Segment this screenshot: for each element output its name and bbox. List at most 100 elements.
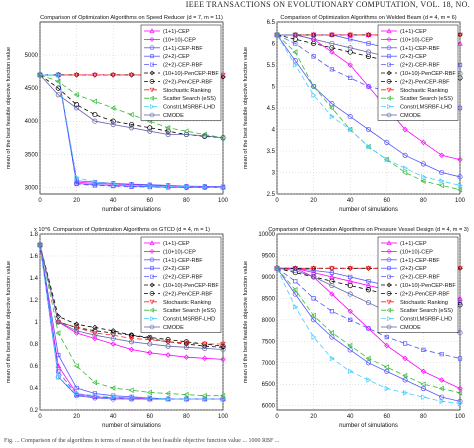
legend-label: (2+2)-CEP-RBF (163, 275, 203, 281)
data-point (310, 83, 316, 90)
data-point (37, 72, 43, 78)
data-point (329, 49, 335, 55)
y-tick-label: 8500 (262, 296, 276, 302)
data-point (128, 387, 134, 393)
data-point (457, 330, 463, 336)
data-point (311, 40, 317, 47)
y-tick-label: 1.4 (30, 276, 39, 282)
data-point (73, 325, 80, 331)
data-point (347, 347, 353, 353)
legend-marker (387, 104, 392, 110)
y-tick-label: 3500 (25, 152, 39, 158)
x-axis-label: number of simulations (102, 207, 161, 213)
data-point (365, 300, 372, 306)
x-tick-label: 0 (275, 198, 279, 204)
legend-label: (10+10)-PenCEP-RBF (400, 283, 456, 289)
data-point (402, 152, 408, 158)
data-point (220, 356, 226, 363)
data-point (74, 393, 80, 399)
x-tick-label: 80 (420, 414, 427, 420)
chart-title: Comparison of Optimization Algorithms on… (268, 227, 469, 233)
legend-marker (149, 28, 155, 33)
legend-label: Scatter Search (eSS) (400, 96, 453, 102)
series-line (276, 34, 461, 186)
chart-pressure-vessel: Comparison of Optimization Algorithms on… (243, 227, 469, 429)
legend-label: Stochastic Ranking (400, 88, 448, 94)
data-point (183, 340, 190, 346)
data-point (147, 337, 153, 343)
data-point (147, 395, 153, 401)
data-point (220, 72, 226, 78)
data-point (220, 341, 226, 347)
data-point (165, 396, 172, 402)
data-point (274, 32, 280, 38)
data-point (201, 341, 208, 347)
data-point (202, 184, 208, 190)
data-point (421, 347, 426, 353)
data-point (402, 126, 408, 133)
data-point (457, 156, 463, 163)
legend-label: (2+2)-CEP-RBF (400, 275, 440, 281)
data-point (202, 345, 208, 351)
data-point (92, 324, 98, 331)
data-point (457, 400, 463, 407)
legend-label: Scatter Search (eSS) (163, 96, 216, 102)
y-tick-label: 5000 (25, 53, 39, 59)
data-point (110, 182, 116, 188)
data-point (74, 180, 80, 186)
data-point (384, 368, 390, 374)
data-point (457, 390, 463, 396)
data-point (147, 341, 153, 347)
data-point (439, 398, 445, 405)
data-point (348, 75, 353, 81)
data-point (183, 391, 189, 398)
data-point (347, 32, 353, 38)
data-point (329, 278, 335, 284)
data-point (55, 85, 61, 91)
legend-marker (150, 316, 155, 322)
data-point (348, 37, 353, 42)
x-tick-label: 60 (383, 198, 390, 204)
data-point (202, 133, 208, 139)
x-axis-label: number of simulations (339, 423, 398, 429)
y-tick-label: 0.4 (30, 386, 39, 392)
data-point (146, 389, 152, 396)
data-point (311, 36, 317, 42)
legend-marker (150, 266, 154, 271)
legend-marker (149, 299, 155, 305)
data-point (183, 354, 190, 360)
x-tick-label: 80 (420, 198, 427, 204)
data-point (365, 266, 372, 272)
data-point (439, 394, 445, 400)
data-point (439, 377, 445, 383)
legend-label: (10+10)-CEP (400, 249, 433, 255)
legend-label: (2+2)-CEP (400, 54, 427, 60)
chart-title: Comparison of Optimization Algorithms on… (280, 15, 456, 21)
data-point (384, 156, 390, 163)
y-tick-label: 3.5 (267, 149, 276, 155)
legend-label: CMODE (163, 325, 184, 331)
legend-label: (10+10)-PenCEP-RBF (163, 283, 219, 289)
data-point (439, 352, 444, 357)
data-point (55, 330, 61, 336)
x-tick-label: 40 (347, 198, 354, 204)
x-tick-label: 40 (110, 198, 117, 204)
data-point (384, 139, 390, 145)
legend-label: (2+2)-CEP (163, 266, 190, 272)
data-point (366, 84, 371, 89)
data-point (348, 274, 353, 280)
data-point (74, 385, 79, 391)
data-point (347, 308, 353, 314)
y-axis-label: mean of the best feasible objective func… (243, 47, 249, 169)
data-point (55, 319, 61, 325)
data-point (457, 75, 463, 81)
data-point (110, 335, 116, 342)
legend-label: (1+1)-CEP-RBF (163, 258, 203, 264)
data-point (55, 92, 61, 98)
data-point (220, 346, 226, 353)
data-point (220, 184, 226, 191)
data-point (92, 179, 98, 185)
data-point (184, 396, 190, 402)
y-tick-label: 4 (272, 128, 276, 134)
legend-label: CMODE (163, 113, 184, 119)
